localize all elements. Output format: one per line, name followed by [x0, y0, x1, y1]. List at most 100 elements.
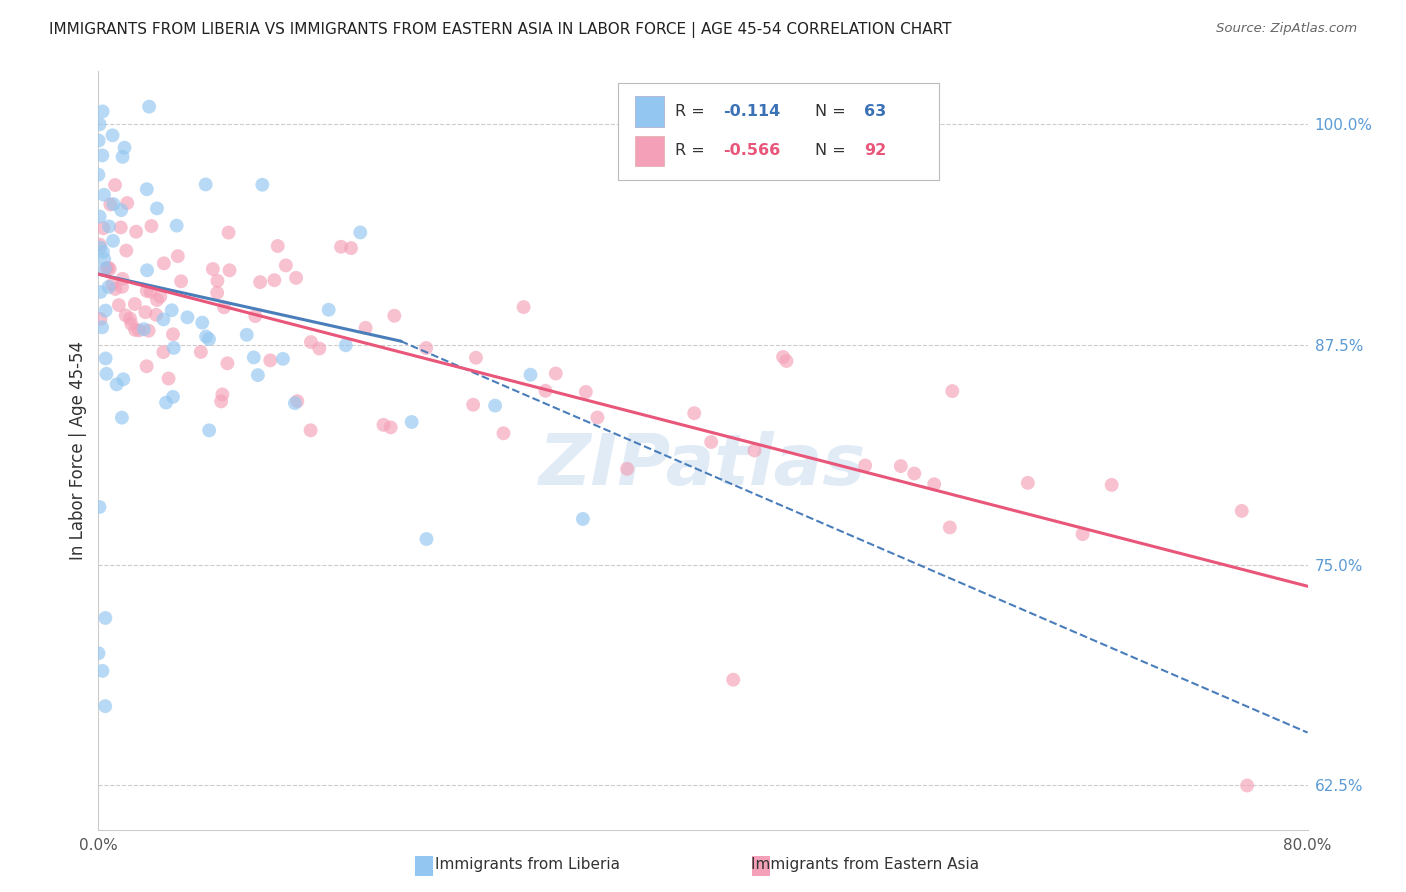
Point — [152, 345, 174, 359]
Point — [155, 395, 177, 409]
Point — [89, 210, 111, 224]
Point — [139, 285, 162, 299]
Point — [134, 305, 156, 319]
Point — [128, 323, 150, 337]
Text: Immigrants from Eastern Asia: Immigrants from Eastern Asia — [751, 857, 979, 872]
Point — [146, 202, 169, 216]
Point — [249, 275, 271, 289]
Point — [335, 338, 357, 352]
Point — [89, 312, 111, 326]
Point — [104, 178, 127, 192]
Point — [700, 435, 723, 450]
Point — [132, 322, 155, 336]
Point — [104, 282, 127, 296]
Text: 63: 63 — [863, 104, 886, 119]
Point — [209, 394, 232, 409]
Text: 92: 92 — [863, 144, 886, 159]
FancyBboxPatch shape — [636, 96, 664, 127]
Point — [153, 256, 176, 270]
Point — [586, 410, 609, 425]
Point — [512, 300, 534, 314]
Text: -0.114: -0.114 — [724, 104, 780, 119]
Point — [98, 197, 121, 211]
Point — [136, 263, 159, 277]
Point — [285, 394, 308, 409]
Point — [170, 274, 193, 288]
Point — [373, 417, 395, 432]
Point — [191, 316, 214, 330]
Point — [415, 532, 437, 546]
Point — [111, 280, 134, 294]
Point — [111, 150, 134, 164]
Point — [235, 327, 257, 342]
Point — [111, 272, 134, 286]
Point — [166, 219, 188, 233]
Point — [98, 262, 121, 277]
Point — [519, 368, 541, 382]
Point — [534, 384, 557, 398]
Point — [941, 384, 963, 398]
Text: Immigrants from Liberia: Immigrants from Liberia — [434, 857, 620, 872]
Point — [162, 390, 184, 404]
Point — [205, 285, 228, 300]
Point — [135, 359, 157, 374]
Point — [194, 178, 217, 192]
Point — [125, 225, 148, 239]
Point — [198, 332, 221, 346]
Point — [340, 241, 363, 255]
Point — [744, 443, 766, 458]
Point — [96, 261, 118, 276]
Point — [572, 512, 595, 526]
Point — [207, 274, 229, 288]
Point — [772, 350, 794, 364]
Text: -0.566: -0.566 — [724, 144, 780, 159]
Point — [98, 219, 121, 234]
Point — [492, 426, 515, 441]
Point — [299, 334, 322, 349]
Point — [267, 239, 290, 253]
Point — [380, 420, 402, 434]
Point — [157, 371, 180, 385]
Point — [544, 367, 567, 381]
Text: R =: R = — [675, 144, 710, 159]
Point — [274, 259, 297, 273]
Point — [163, 341, 186, 355]
Point — [683, 406, 706, 420]
Point — [108, 298, 131, 312]
Text: Source: ZipAtlas.com: Source: ZipAtlas.com — [1216, 22, 1357, 36]
Point — [89, 237, 111, 252]
Point — [111, 410, 134, 425]
Point — [616, 462, 638, 476]
Point — [93, 221, 115, 235]
Point — [1071, 527, 1094, 541]
Point — [484, 399, 506, 413]
Point — [90, 285, 112, 299]
Point — [87, 168, 110, 182]
Point — [145, 308, 167, 322]
Text: N =: N = — [815, 144, 851, 159]
Point — [94, 611, 117, 625]
Point — [87, 134, 110, 148]
Point — [271, 351, 294, 366]
Point — [162, 327, 184, 342]
Point — [723, 673, 745, 687]
Point — [138, 324, 160, 338]
Point — [118, 311, 141, 326]
Point — [195, 329, 218, 343]
Point — [94, 699, 117, 714]
Point — [308, 342, 330, 356]
Point — [212, 301, 235, 315]
Point — [252, 178, 274, 192]
Text: ZIPatlas: ZIPatlas — [540, 431, 866, 500]
FancyBboxPatch shape — [619, 83, 939, 180]
Point — [1017, 475, 1039, 490]
FancyBboxPatch shape — [636, 136, 664, 166]
Point — [114, 309, 136, 323]
Text: R =: R = — [675, 104, 710, 119]
Point — [201, 262, 224, 277]
Point — [141, 219, 163, 233]
Point — [354, 321, 377, 335]
Point — [299, 423, 322, 437]
Point — [89, 117, 111, 131]
Point — [246, 368, 269, 383]
